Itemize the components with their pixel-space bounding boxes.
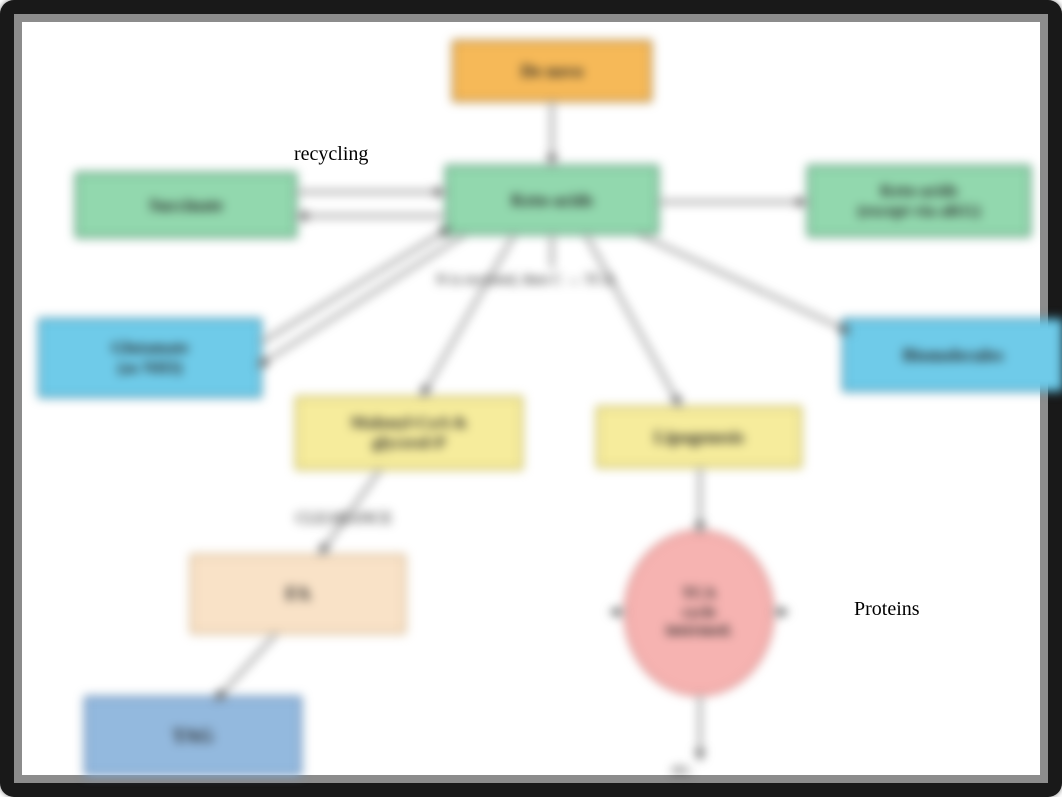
edge-4 bbox=[258, 235, 464, 366]
edge-10 bbox=[320, 470, 380, 554]
diagram-edges bbox=[20, 20, 1042, 777]
edge-9 bbox=[640, 235, 850, 332]
edge-8 bbox=[586, 235, 680, 406]
edge-6 bbox=[422, 235, 514, 396]
edge-5 bbox=[262, 228, 450, 342]
diagram-frame: De novoKeto-acidsSuccinateKeto-acids (ex… bbox=[0, 0, 1062, 797]
edge-11 bbox=[216, 634, 276, 700]
